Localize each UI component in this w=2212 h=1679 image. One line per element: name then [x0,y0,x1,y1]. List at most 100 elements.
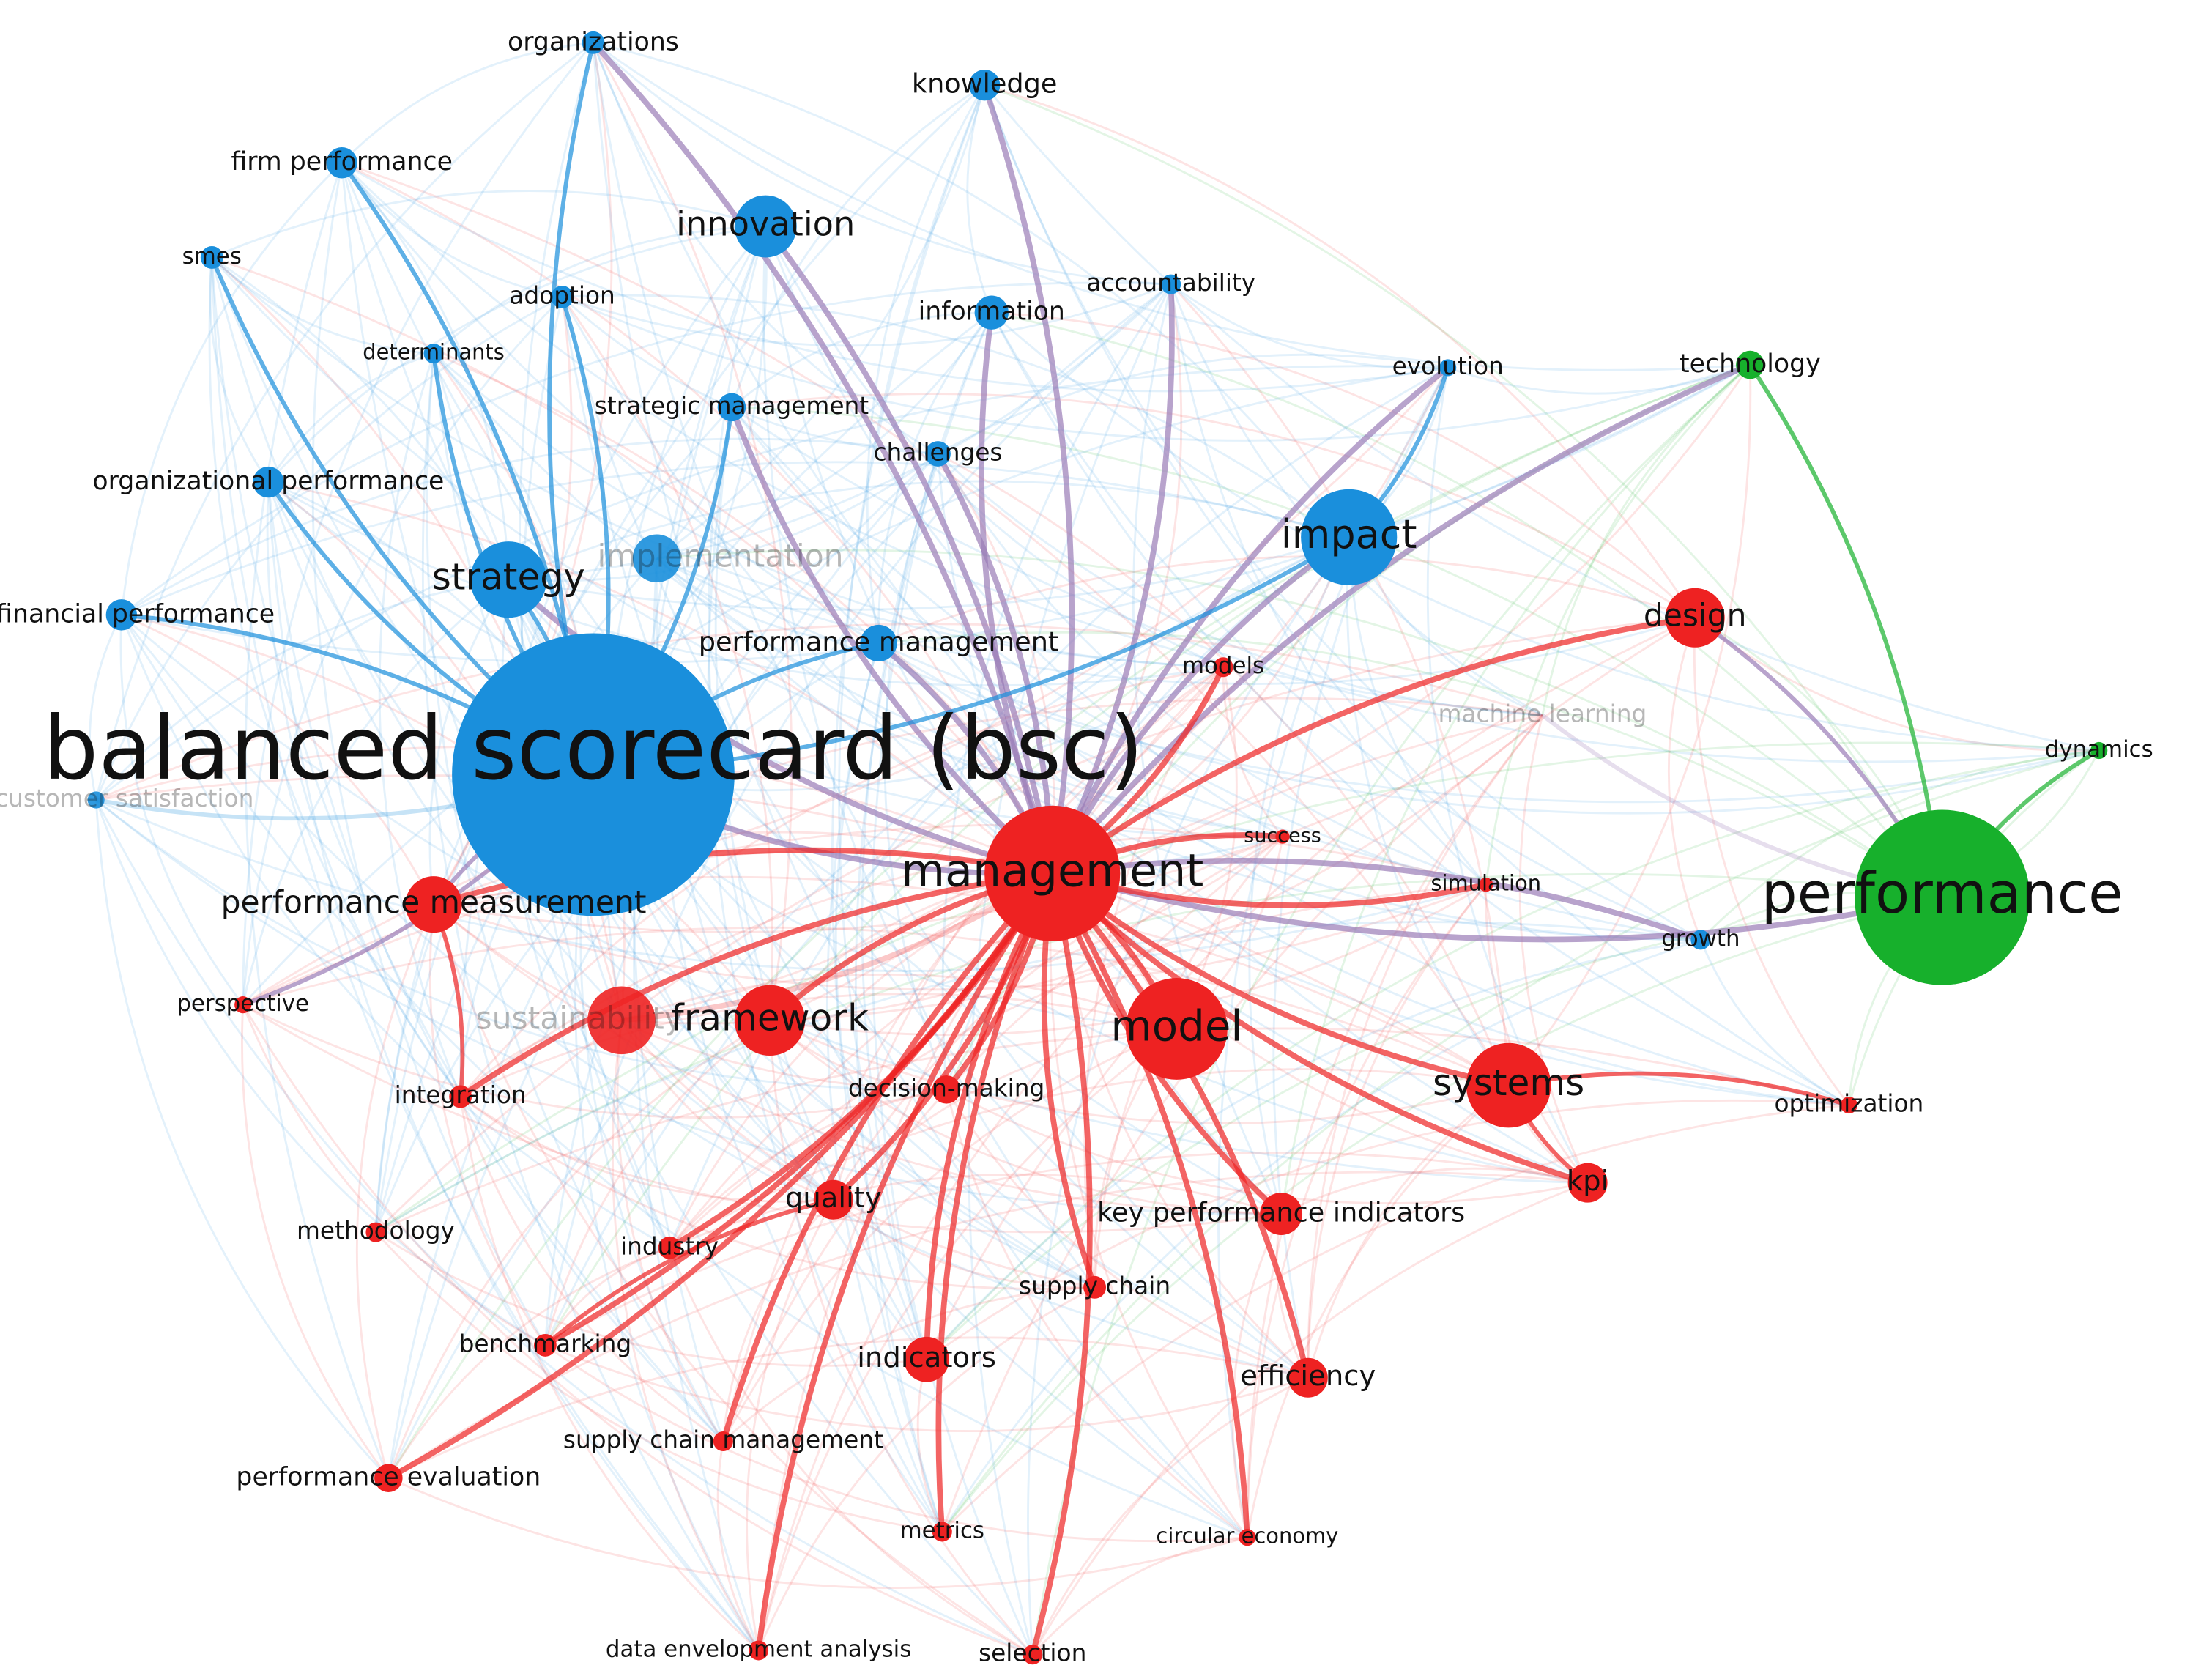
faint-link [668,1088,947,1249]
faint-link [1346,537,1510,1086]
faint-link [1507,364,1752,1086]
faint-link [616,1020,724,1442]
faint-link [242,1004,546,1346]
node-label: challenges [873,439,1002,467]
node [974,295,1009,330]
node-label: firm performance [231,147,453,177]
faint-link [877,642,1701,941]
faint-link [769,714,1543,1022]
faint-link [656,311,992,560]
node-label: accountability [1086,269,1255,297]
faint-link [387,453,939,1478]
node [1690,930,1711,950]
faint-link [983,84,1701,941]
faint-link [656,557,1849,1106]
faint-link [355,904,435,1479]
faint-link [984,84,2099,752]
link [935,872,1055,1532]
faint-link [242,926,1510,1086]
faint-link [621,973,1177,1030]
node [2090,741,2108,760]
faint-link [267,482,760,1651]
node-label: efficiency [1240,1360,1376,1393]
faint-link [1280,1167,1588,1215]
faint-link [1246,714,1544,1538]
node [470,541,547,618]
faint-link [757,835,1283,1651]
node-label: optimization [1774,1090,1923,1118]
faint-link [561,296,1751,442]
faint-link [941,938,1701,1532]
faint-link [341,162,510,580]
node-label: methodology [297,1217,455,1245]
faint-link [1518,714,1589,1184]
faint-link [722,1286,1095,1442]
node-label: management [901,844,1203,897]
node-label: metrics [900,1517,984,1543]
link [459,870,1053,1100]
node [1665,588,1725,648]
node-label: performance evaluation [236,1463,541,1492]
faint-link [1485,884,1589,1184]
faint-link [1027,536,1350,1655]
faint-link [561,297,1309,1379]
node [1439,359,1457,377]
faint-link [267,225,766,483]
faint-link [592,42,1309,1379]
faint-link [1170,283,1510,1086]
node-label: implementation [598,539,844,575]
faint-link [459,1096,724,1442]
faint-link [1307,1084,1510,1379]
faint-link [1132,283,1283,1215]
node [234,996,252,1014]
faint-link [120,614,1309,1379]
node-label: adoption [509,281,615,309]
node-label: systems [1433,1061,1584,1104]
faint-link [722,1028,1177,1442]
node-label: benchmarking [459,1330,632,1357]
link [1051,870,1943,943]
faint-link [966,84,993,314]
node-label: strategic management [595,392,869,420]
faint-link [941,1104,1849,1532]
faint-link [937,453,1510,1086]
faint-link [120,614,1248,1539]
node [813,1179,853,1220]
node-label: machine learning [1438,700,1647,727]
node [1083,1275,1106,1299]
faint-link [1031,1536,1248,1656]
link [591,40,1055,875]
faint-link [508,453,939,582]
node [932,1075,961,1104]
node [587,986,656,1055]
faint-link [375,1231,927,1367]
link [543,1197,834,1347]
faint-link [1275,1213,1310,1379]
faint-link [983,84,1850,1106]
faint-link [656,557,1696,685]
faint-link [432,904,1033,1656]
node [932,1522,952,1542]
node [717,393,746,422]
faint-link [121,437,938,616]
faint-link [267,352,434,483]
faint-link [120,614,670,1249]
faint-link [341,163,1033,1656]
faint-link [121,363,1751,664]
node-label: perspective [177,990,309,1017]
faint-link [341,162,563,298]
node [452,633,735,916]
faint-link [1170,283,1448,370]
faint-link [433,883,1487,991]
faint-link [1231,1213,1283,1538]
faint-link [95,798,1282,1215]
faint-link [120,162,343,615]
faint-link [925,616,1696,1360]
faint-link [433,225,766,355]
faint-link [211,190,766,259]
faint-link [561,297,1248,1538]
faint-link [433,903,947,1091]
node-label: supply chain management [563,1426,883,1454]
faint-link [826,642,943,1532]
faint-link [656,84,986,560]
